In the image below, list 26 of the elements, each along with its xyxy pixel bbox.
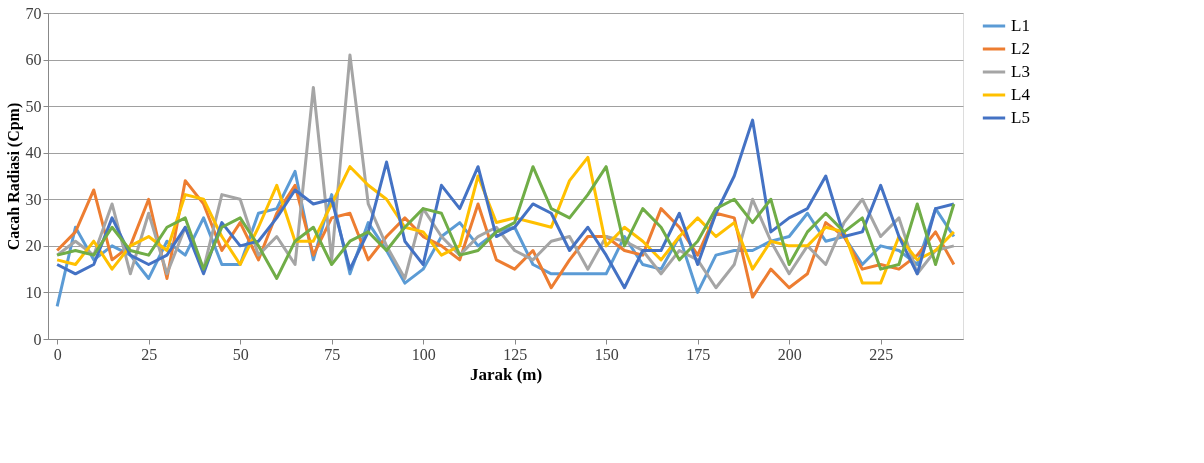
y-tick-label: 20 [25, 237, 42, 255]
x-tick-label: 125 [503, 345, 528, 363]
x-tick-label: 0 [53, 345, 62, 363]
x-tick-label: 200 [777, 345, 802, 363]
y-tick-label: 40 [25, 144, 42, 162]
x-tick-label: 75 [324, 345, 341, 363]
y-tick-label: 60 [25, 51, 42, 69]
y-axis-title: Cacah Radiasi (Cpm) [4, 102, 23, 251]
x-tick-label: 225 [869, 345, 894, 363]
x-tick-label: 100 [411, 345, 436, 363]
y-tick-label: 0 [33, 330, 42, 348]
y-tick-label: 10 [25, 283, 42, 301]
legend-label: L1 [1011, 16, 1030, 35]
line-series [55, 118, 956, 290]
x-tick-label: 150 [594, 345, 619, 363]
legend-label: L2 [1011, 39, 1030, 58]
x-tick-label: 25 [141, 345, 158, 363]
legend-label: L5 [1011, 108, 1030, 127]
x-tick-label: 175 [686, 345, 711, 363]
y-tick-label: 50 [25, 97, 42, 115]
x-axis-title: Jarak (m) [469, 364, 543, 384]
y-tick-label: 70 [25, 4, 42, 22]
x-tick-label: 50 [232, 345, 249, 363]
legend-label: L4 [1011, 85, 1031, 104]
y-tick-label: 30 [25, 190, 42, 208]
legend-label: L3 [1011, 62, 1030, 81]
